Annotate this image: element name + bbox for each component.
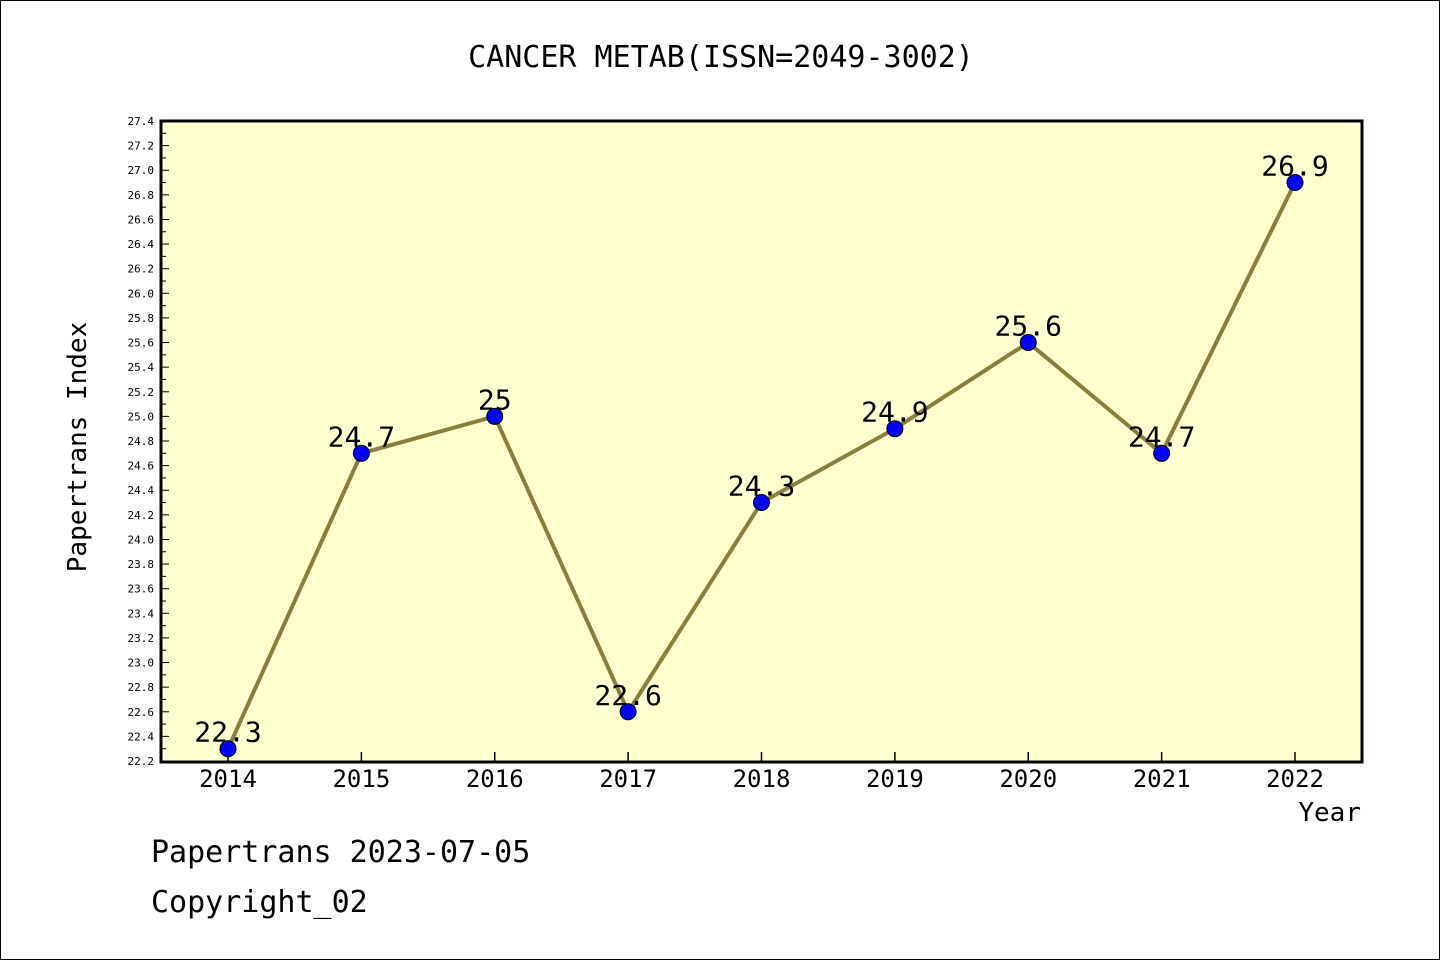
data-label: 24.3	[728, 470, 795, 503]
y-tick-label: 26.0	[128, 287, 155, 300]
y-axis: 22.2 22.4 22.6 22.8 23.0 23.2 23.4 23.6 23.8 24.0…	[128, 115, 169, 768]
y-tick-label: 24.8	[128, 435, 155, 448]
x-tick-label: 2020	[999, 765, 1057, 793]
y-tick-label: 26.8	[128, 189, 155, 202]
x-axis: 2014 2015 2016 2017 2018 2019 2020 2021 2022	[199, 752, 1324, 793]
y-tick-label: 25.2	[128, 386, 155, 399]
x-tick-label: 2017	[599, 765, 657, 793]
y-tick-label: 27.2	[128, 140, 155, 153]
y-tick-label: 23.6	[128, 583, 155, 596]
y-tick-label: 23.4	[128, 607, 155, 620]
y-tick-label: 22.8	[128, 681, 155, 694]
data-label: 24.7	[328, 420, 395, 453]
y-tick-label: 25.0	[128, 410, 155, 423]
data-label: 22.3	[194, 716, 261, 749]
y-tick-label: 25.8	[128, 312, 155, 325]
y-tick-label: 27.0	[128, 164, 155, 177]
x-tick-label: 2019	[866, 765, 924, 793]
y-tick-label: 22.2	[128, 755, 155, 768]
x-tick-label: 2016	[466, 765, 524, 793]
footer-date: Papertrans 2023-07-05	[151, 835, 531, 870]
data-point	[753, 494, 770, 512]
data-label: 22.6	[594, 679, 661, 712]
data-point	[886, 420, 904, 438]
data-label: 25	[478, 383, 512, 416]
x-tick-label: 2014	[199, 765, 257, 793]
y-tick-label: 24.2	[128, 509, 155, 522]
y-tick-label: 27.4	[128, 115, 155, 128]
x-tick-label: 2015	[332, 765, 390, 793]
y-tick-label: 23.8	[128, 558, 155, 571]
chart-title: CANCER METAB(ISSN=2049-3002)	[468, 40, 974, 75]
y-tick-label: 24.6	[128, 460, 155, 473]
plot-area	[159, 119, 1364, 764]
y-tick-label: 24.0	[128, 533, 155, 546]
y-axis-label: Papertrans Index	[63, 322, 93, 572]
data-label: 25.6	[995, 310, 1062, 343]
data-point	[219, 740, 237, 758]
data-label: 26.9	[1261, 150, 1328, 183]
y-tick-label: 24.4	[128, 484, 155, 497]
x-axis-label: Year	[1298, 798, 1361, 828]
data-point	[486, 407, 504, 425]
data-label: 24.7	[1128, 420, 1195, 453]
y-tick-label: 22.6	[128, 706, 155, 719]
y-tick-label: 26.6	[128, 213, 155, 226]
data-point	[1286, 174, 1304, 192]
y-tick-label: 26.2	[128, 263, 155, 276]
y-tick-label: 25.4	[128, 361, 155, 374]
data-point	[352, 444, 370, 462]
data-point	[1019, 334, 1037, 352]
y-tick-label: 23.2	[128, 632, 155, 645]
y-tick-label: 25.6	[128, 337, 155, 350]
x-tick-label: 2021	[1133, 765, 1191, 793]
y-tick-label: 23.0	[128, 657, 155, 670]
x-tick-label: 2018	[733, 765, 791, 793]
data-label-group: 22.3 24.7 25 22.6 24.3 24.9 25.6 24.7 26.9	[194, 150, 1328, 749]
series-marker-group	[219, 174, 1304, 758]
footer-copyright: Copyright_02	[151, 885, 368, 920]
x-tick-label: 2022	[1266, 765, 1324, 793]
data-point	[1153, 444, 1171, 462]
data-label: 24.9	[861, 396, 928, 429]
y-tick-label: 26.4	[128, 238, 155, 251]
data-point	[619, 703, 637, 721]
y-tick-label: 22.4	[128, 730, 155, 743]
